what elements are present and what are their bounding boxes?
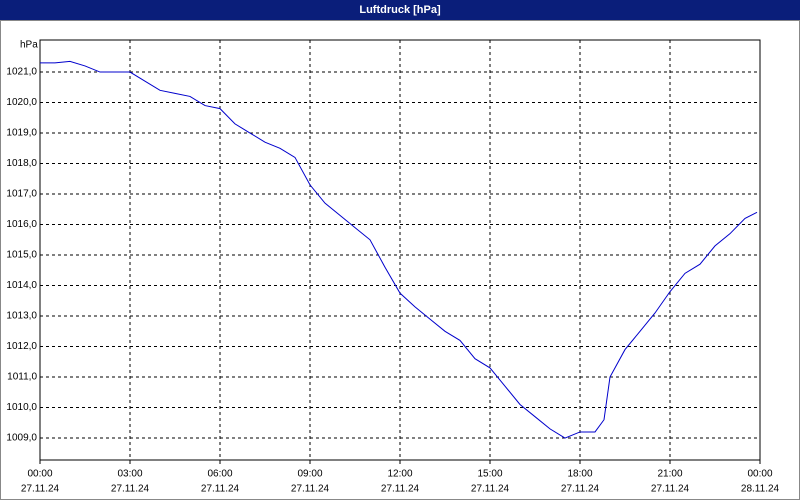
y-axis-label: hPa [20,40,38,51]
y-tick-label: 1021,0 [6,67,37,78]
y-tick-label: 1012,0 [6,341,37,352]
x-tick-label: 06:00 [207,469,232,480]
x-tick-label: 09:00 [297,469,322,480]
y-tick-label: 1015,0 [6,250,37,261]
y-tick-label: 1011,0 [7,372,37,383]
x-tick-label: 18:00 [567,469,592,480]
x-tick-date: 27.11.24 [381,484,420,495]
x-tick-date: 27.11.24 [291,484,330,495]
y-tick-label: 1010,0 [6,402,37,413]
title-bar [0,0,800,20]
x-tick-label: 12:00 [387,469,412,480]
y-tick-label: 1013,0 [6,311,37,322]
y-tick-label: 1009,0 [6,433,37,444]
x-tick-label: 15:00 [477,469,502,480]
y-tick-label: 1019,0 [6,128,37,139]
x-tick-label: 03:00 [117,469,142,480]
x-tick-label: 00:00 [27,469,52,480]
chart-title: Luftdruck [hPa] [359,4,441,16]
x-tick-date: 27.11.24 [651,484,690,495]
x-tick-date: 27.11.24 [201,484,240,495]
x-tick-date: 28.11.24 [741,484,780,495]
line [40,60,758,439]
y-tick-label: 1018,0 [6,158,37,169]
x-tick-date: 27.11.24 [561,484,600,495]
y-tick-label: 1020,0 [6,97,37,108]
y-tick-label: 1014,0 [6,280,37,291]
x-tick-date: 27.11.24 [21,484,60,495]
y-tick-label: 1017,0 [6,189,37,200]
x-tick-date: 27.11.24 [471,484,510,495]
y-tick-label: 1016,0 [6,219,37,230]
x-tick-label: 00:00 [747,469,772,480]
x-tick-label: 21:00 [657,469,682,480]
x-tick-date: 27.11.24 [111,484,150,495]
